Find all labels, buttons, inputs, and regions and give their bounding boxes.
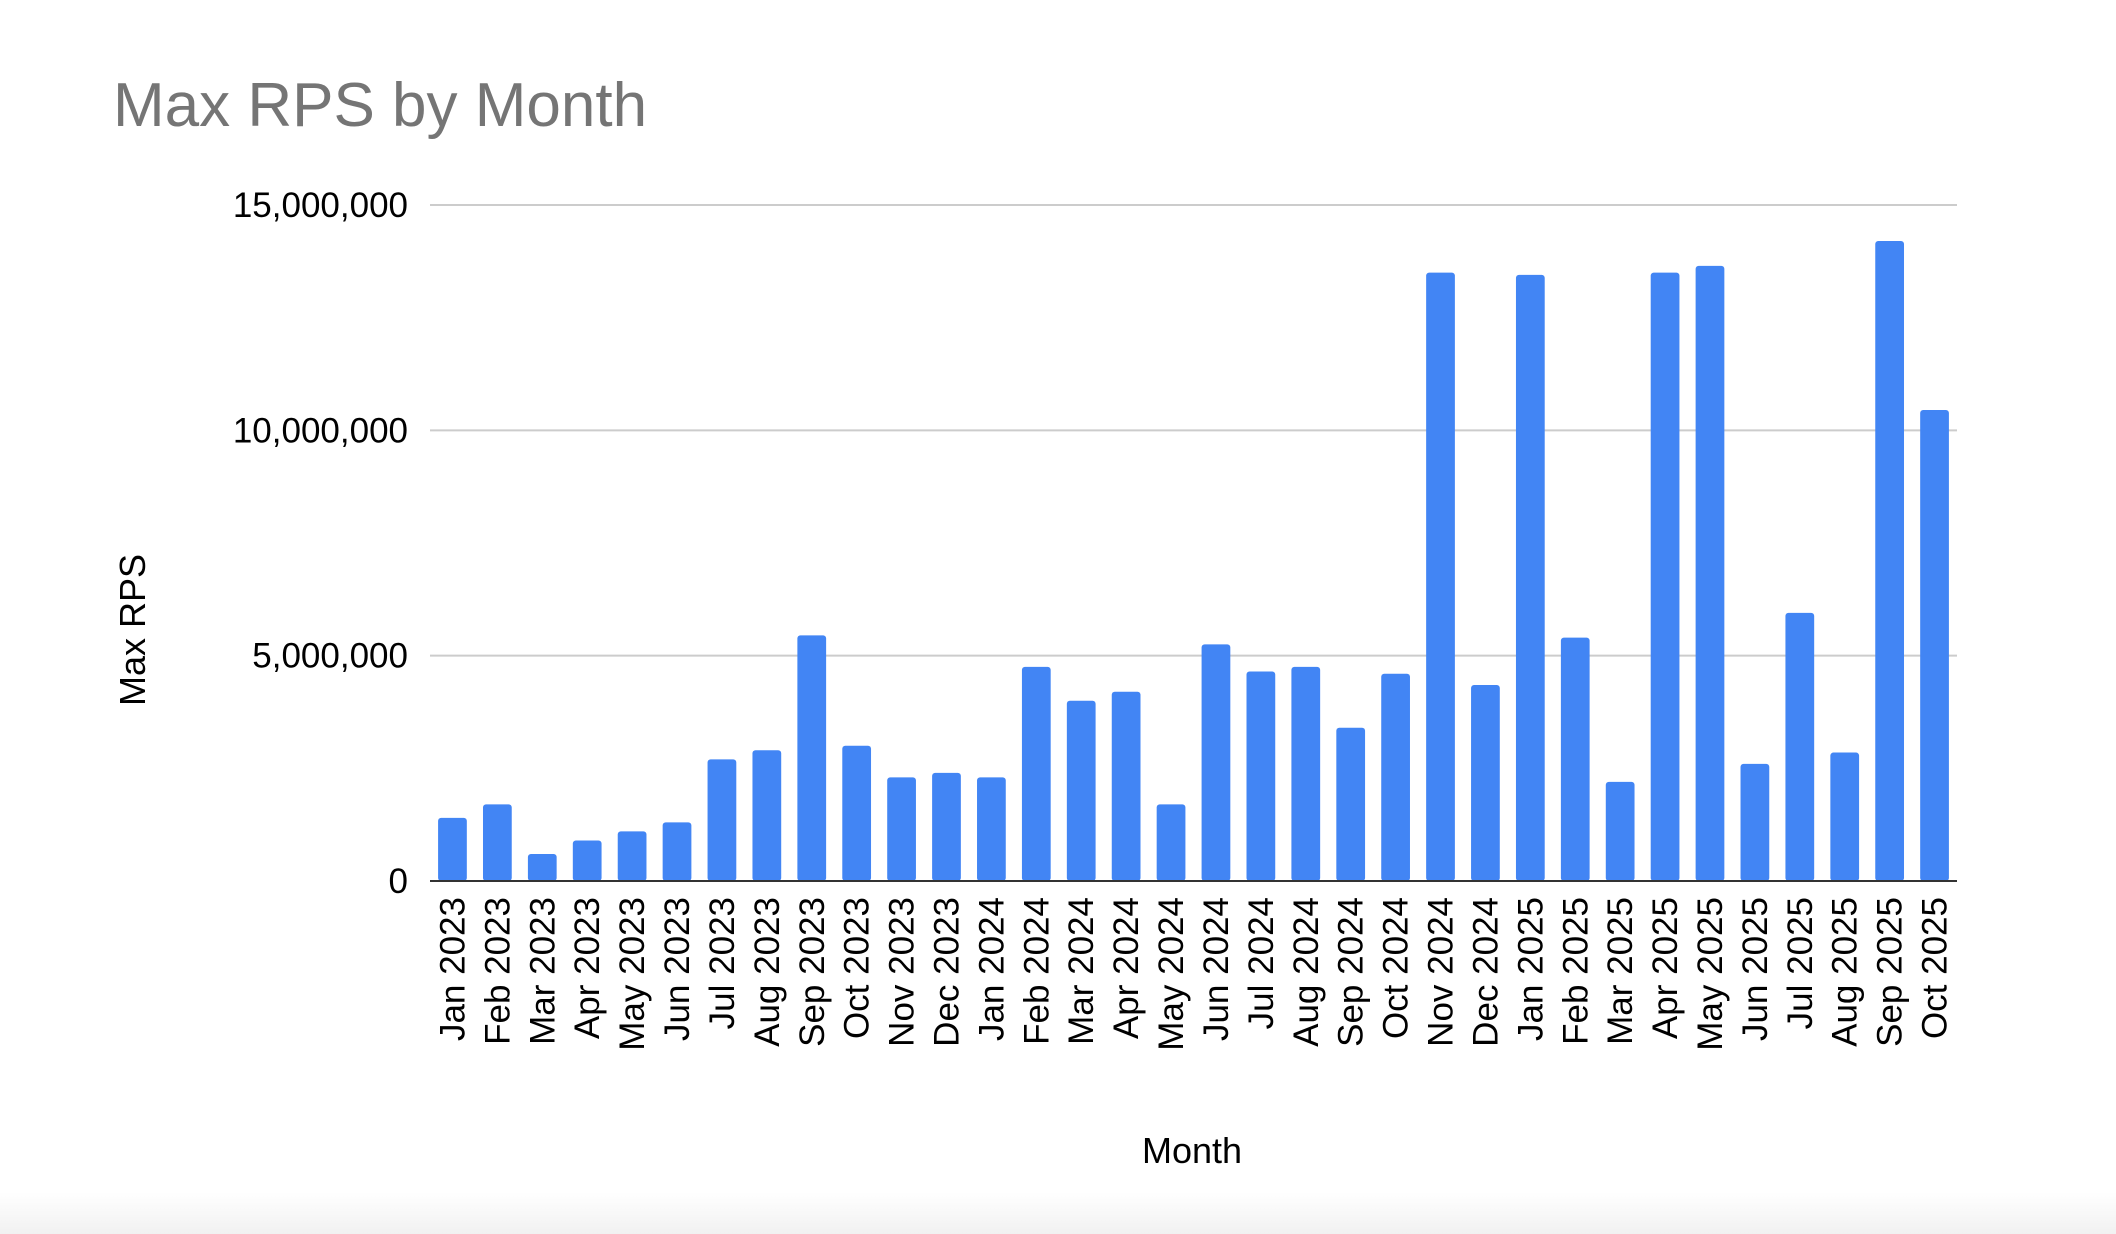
x-tick-label: Oct 2025 (1916, 897, 1955, 1039)
x-tick-label: Jul 2025 (1781, 897, 1820, 1029)
bar[interactable] (1111, 691, 1141, 881)
bar[interactable] (1920, 410, 1949, 881)
window-bottom-edge (0, 1192, 2116, 1234)
bar[interactable] (438, 817, 467, 881)
x-tick-label: May 2023 (613, 897, 652, 1051)
bar[interactable] (752, 750, 782, 881)
x-tick-label: Jul 2024 (1242, 897, 1281, 1029)
x-tick-label: Mar 2024 (1062, 897, 1101, 1045)
bar[interactable] (1605, 781, 1635, 881)
x-tick-label: Apr 2025 (1646, 897, 1685, 1039)
bar[interactable] (1471, 684, 1500, 881)
bar[interactable] (1246, 671, 1276, 881)
y-axis-title: Max RPS (112, 554, 153, 706)
x-tick-label: Apr 2023 (568, 897, 607, 1039)
bar[interactable] (1875, 241, 1905, 881)
bar[interactable] (1560, 637, 1590, 881)
x-tick-label: Feb 2024 (1017, 897, 1056, 1045)
bar[interactable] (617, 831, 647, 881)
bar[interactable] (932, 772, 961, 881)
bar[interactable] (1021, 666, 1051, 881)
gridlines (430, 204, 1957, 657)
y-axis-ticks: 0 5,000,000 10,000,000 15,000,000 (233, 186, 408, 901)
x-tick-label: Aug 2024 (1287, 897, 1326, 1047)
bar[interactable] (1156, 804, 1186, 881)
bar[interactable] (1336, 727, 1366, 881)
x-tick-label: May 2025 (1691, 897, 1730, 1051)
bar[interactable] (1515, 274, 1545, 881)
bar[interactable] (1426, 272, 1455, 882)
bar[interactable] (1201, 644, 1231, 881)
bar[interactable] (662, 822, 692, 881)
bar[interactable] (1066, 700, 1096, 881)
x-tick-label: Sep 2024 (1332, 897, 1371, 1047)
x-tick-label: Sep 2025 (1871, 897, 1910, 1047)
x-axis-title: Month (1142, 1130, 1242, 1171)
bar[interactable] (707, 759, 737, 881)
x-tick-label: Jun 2024 (1197, 897, 1236, 1041)
x-axis-ticks: Jan 2023 Feb 2023 Mar 2023 Apr 2023 May 2023… (433, 897, 1954, 1051)
x-tick-label: Sep 2023 (793, 897, 832, 1047)
bar[interactable] (527, 853, 557, 881)
bar[interactable] (1740, 763, 1770, 881)
x-tick-label: Nov 2023 (883, 897, 922, 1047)
bar[interactable] (1785, 612, 1815, 881)
x-tick-label: Feb 2023 (478, 897, 517, 1045)
x-tick-label: Jan 2025 (1511, 897, 1550, 1041)
y-tick-label: 5,000,000 (252, 637, 408, 676)
x-tick-label: May 2024 (1152, 897, 1191, 1051)
x-tick-label: Nov 2024 (1422, 897, 1461, 1047)
x-tick-label: Jul 2023 (703, 897, 742, 1029)
bar[interactable] (977, 777, 1006, 881)
chart-title: Max RPS by Month (113, 71, 648, 140)
bar[interactable] (1291, 666, 1321, 881)
bar[interactable] (842, 745, 872, 881)
x-tick-label: Oct 2024 (1377, 897, 1416, 1039)
bar[interactable] (1830, 752, 1860, 881)
x-tick-label: Feb 2025 (1556, 897, 1595, 1045)
x-tick-label: Oct 2023 (838, 897, 877, 1039)
x-tick-label: Jan 2024 (972, 897, 1011, 1041)
x-tick-label: Jun 2025 (1736, 897, 1775, 1041)
x-tick-label: Dec 2023 (927, 897, 966, 1047)
bars (438, 241, 1949, 882)
bar[interactable] (482, 804, 512, 881)
x-tick-label: Mar 2025 (1601, 897, 1640, 1045)
y-tick-label: 15,000,000 (233, 186, 408, 225)
x-tick-label: Dec 2024 (1466, 897, 1505, 1047)
x-tick-label: Apr 2024 (1107, 897, 1146, 1039)
bar[interactable] (797, 635, 827, 881)
y-tick-label: 10,000,000 (233, 411, 408, 450)
x-tick-label: Aug 2023 (748, 897, 787, 1047)
bar[interactable] (887, 777, 916, 881)
bar[interactable] (1650, 272, 1680, 882)
x-tick-label: Mar 2023 (523, 897, 562, 1045)
x-tick-label: Jan 2023 (433, 897, 472, 1041)
bar[interactable] (572, 840, 602, 881)
bar[interactable] (1381, 673, 1410, 881)
x-tick-label: Jun 2023 (658, 897, 697, 1041)
bar[interactable] (1695, 265, 1725, 882)
x-tick-label: Aug 2025 (1826, 897, 1865, 1047)
y-tick-label: 0 (389, 862, 408, 901)
